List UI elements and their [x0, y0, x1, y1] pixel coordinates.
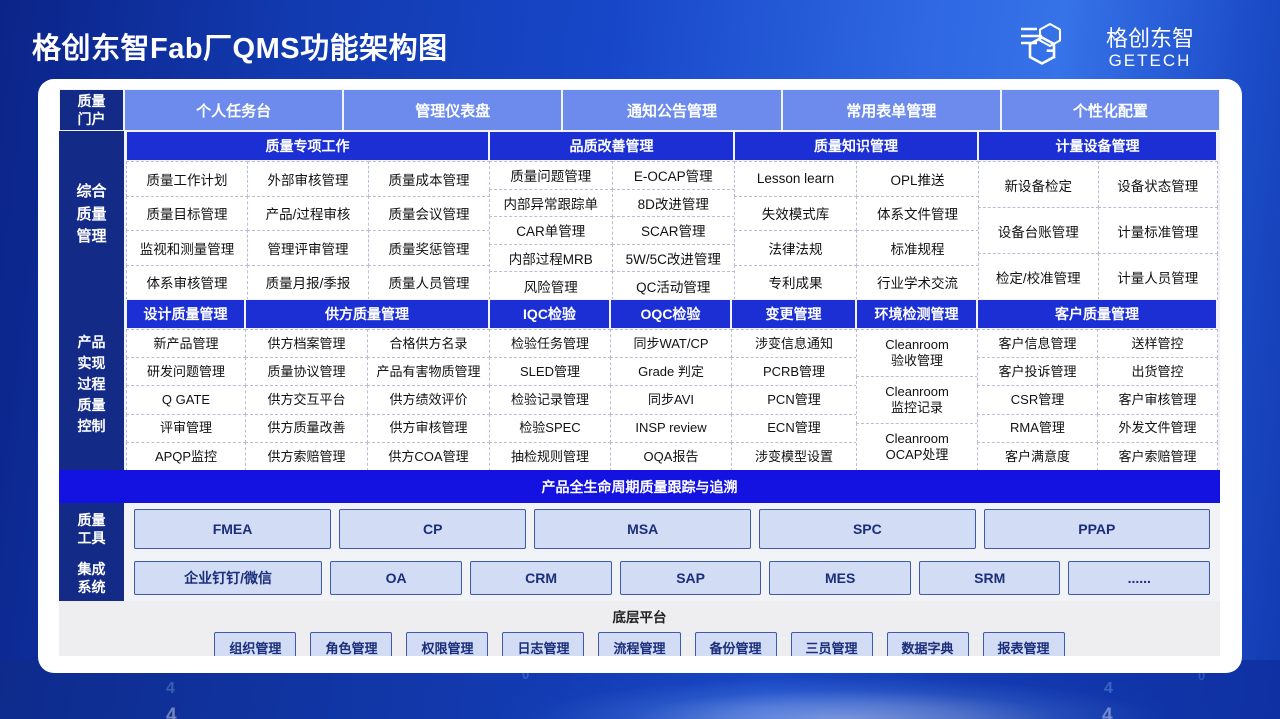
svg-text:格创东智: 格创东智: [1106, 26, 1194, 51]
svg-text:GETECH: GETECH: [1109, 51, 1192, 70]
